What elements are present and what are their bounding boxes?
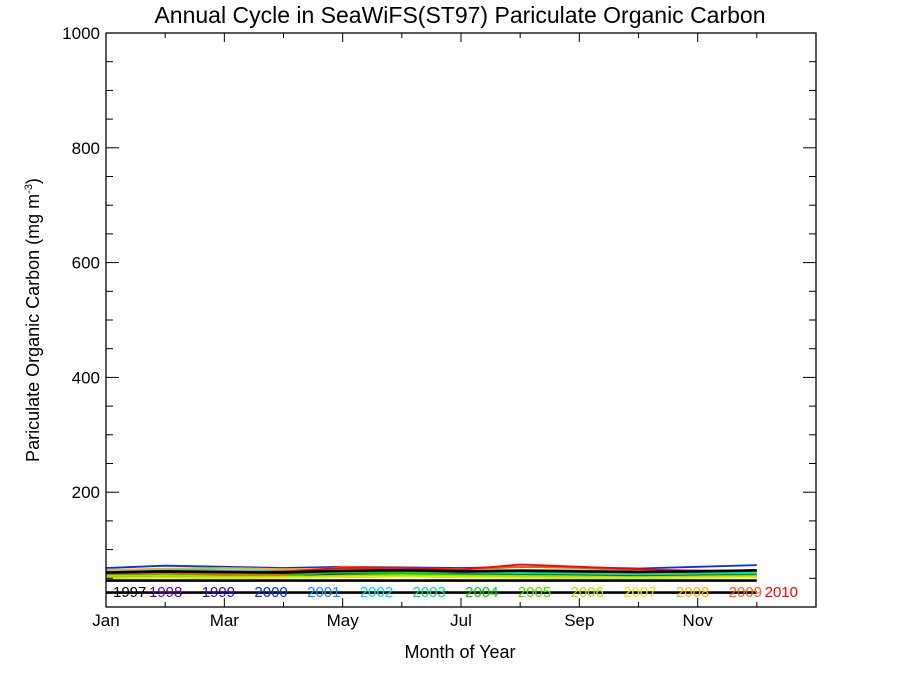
reference-lines — [105, 568, 757, 594]
x-tick-label: May — [327, 611, 360, 630]
x-axis-label: Month of Year — [404, 642, 515, 662]
legend-label-2000: 2000 — [254, 584, 287, 601]
legend-label-2005: 2005 — [518, 584, 551, 601]
legend-label-1999: 1999 — [202, 584, 235, 601]
x-tick-label: Mar — [210, 611, 240, 630]
y-axis-label-close: ) — [23, 178, 43, 184]
y-axis-label: Pariculate Organic Carbon (mg m-3) — [23, 178, 43, 462]
y-axis-ticks: 200 400 600 800 1000 — [62, 24, 816, 579]
chart-title: Annual Cycle in SeaWiFS(ST97) Pariculate… — [154, 2, 765, 28]
series-layer — [105, 563, 757, 580]
x-tick-label: Sep — [564, 611, 594, 630]
legend-label-2001: 2001 — [307, 584, 340, 601]
legend-label-1998: 1998 — [149, 584, 182, 601]
legend-label-2009: 2009 — [729, 584, 762, 601]
legend-label-2003: 2003 — [413, 584, 446, 601]
y-axis-label-superscript: -3 — [23, 184, 35, 194]
series-line-2007 — [105, 575, 757, 580]
y-tick-label: 400 — [72, 368, 100, 387]
legend-label-2010: 2010 — [765, 584, 798, 601]
y-tick-label: 800 — [72, 139, 100, 158]
x-axis-ticks: Jan Mar May Jul Sep Nov — [92, 33, 817, 630]
legend-label-2002: 2002 — [360, 584, 393, 601]
x-tick-label: Jan — [92, 611, 119, 630]
legend-label-2004: 2004 — [465, 584, 498, 601]
legend-label-2008: 2008 — [676, 584, 709, 601]
x-tick-label: Nov — [683, 611, 714, 630]
x-tick-label: Jul — [450, 611, 472, 630]
y-tick-label: 1000 — [62, 24, 100, 43]
legend-label-2006: 2006 — [571, 584, 604, 601]
y-tick-label: 600 — [72, 254, 100, 273]
reference-line-3 — [105, 568, 757, 574]
y-axis-label-main: Pariculate Organic Carbon (mg m — [23, 194, 43, 462]
y-tick-label: 200 — [72, 483, 100, 502]
year-legend: 1997 1998 1999 2000 2001 2002 2003 2004 2005 2006… — [113, 584, 798, 601]
series-line-2006 — [105, 574, 757, 579]
legend-label-2007: 2007 — [623, 584, 656, 601]
legend-label-1997: 1997 — [113, 584, 146, 601]
